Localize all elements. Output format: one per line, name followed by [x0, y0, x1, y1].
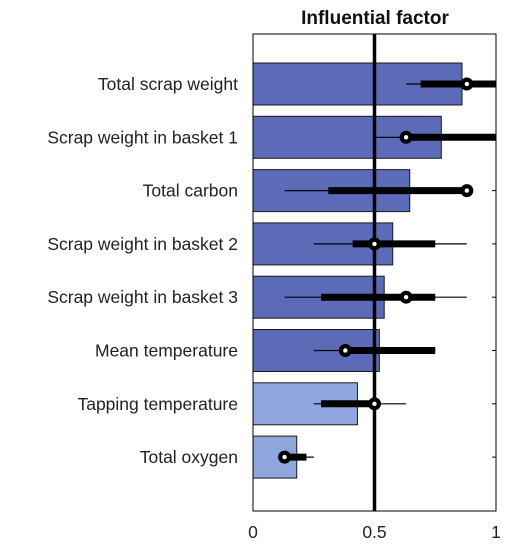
x-tick-label: 1 — [491, 522, 501, 542]
point-estimate-center — [372, 241, 377, 247]
point-estimate-center — [372, 401, 377, 406]
point-estimate-center — [343, 348, 348, 353]
x-tick-label: 0.5 — [362, 522, 386, 542]
category-label: Total scrap weight — [98, 74, 238, 94]
point-estimate-center — [464, 188, 470, 193]
chart-title: Influential factor — [301, 8, 449, 29]
category-label: Scrap weight in basket 1 — [47, 127, 238, 147]
category-label: Scrap weight in basket 2 — [47, 234, 238, 254]
point-estimate-center — [282, 454, 287, 460]
x-tick-label: 0 — [248, 522, 258, 542]
point-estimate-center — [403, 135, 409, 140]
category-label: Tapping temperature — [77, 394, 238, 414]
category-label: Total carbon — [143, 181, 238, 201]
bars-layer — [252, 62, 463, 479]
category-labels: Total scrap weight Scrap weight in basket… — [47, 74, 238, 467]
points-layer — [278, 77, 474, 464]
ticks-layer: 0 0.5 1 — [248, 34, 501, 542]
point-estimate-center — [403, 295, 409, 300]
category-label: Mean temperature — [95, 341, 238, 361]
intervals-layer — [284, 80, 496, 461]
point-estimate-center — [464, 81, 470, 87]
category-label: Total oxygen — [140, 447, 238, 467]
category-label: Scrap weight in basket 3 — [47, 287, 238, 307]
